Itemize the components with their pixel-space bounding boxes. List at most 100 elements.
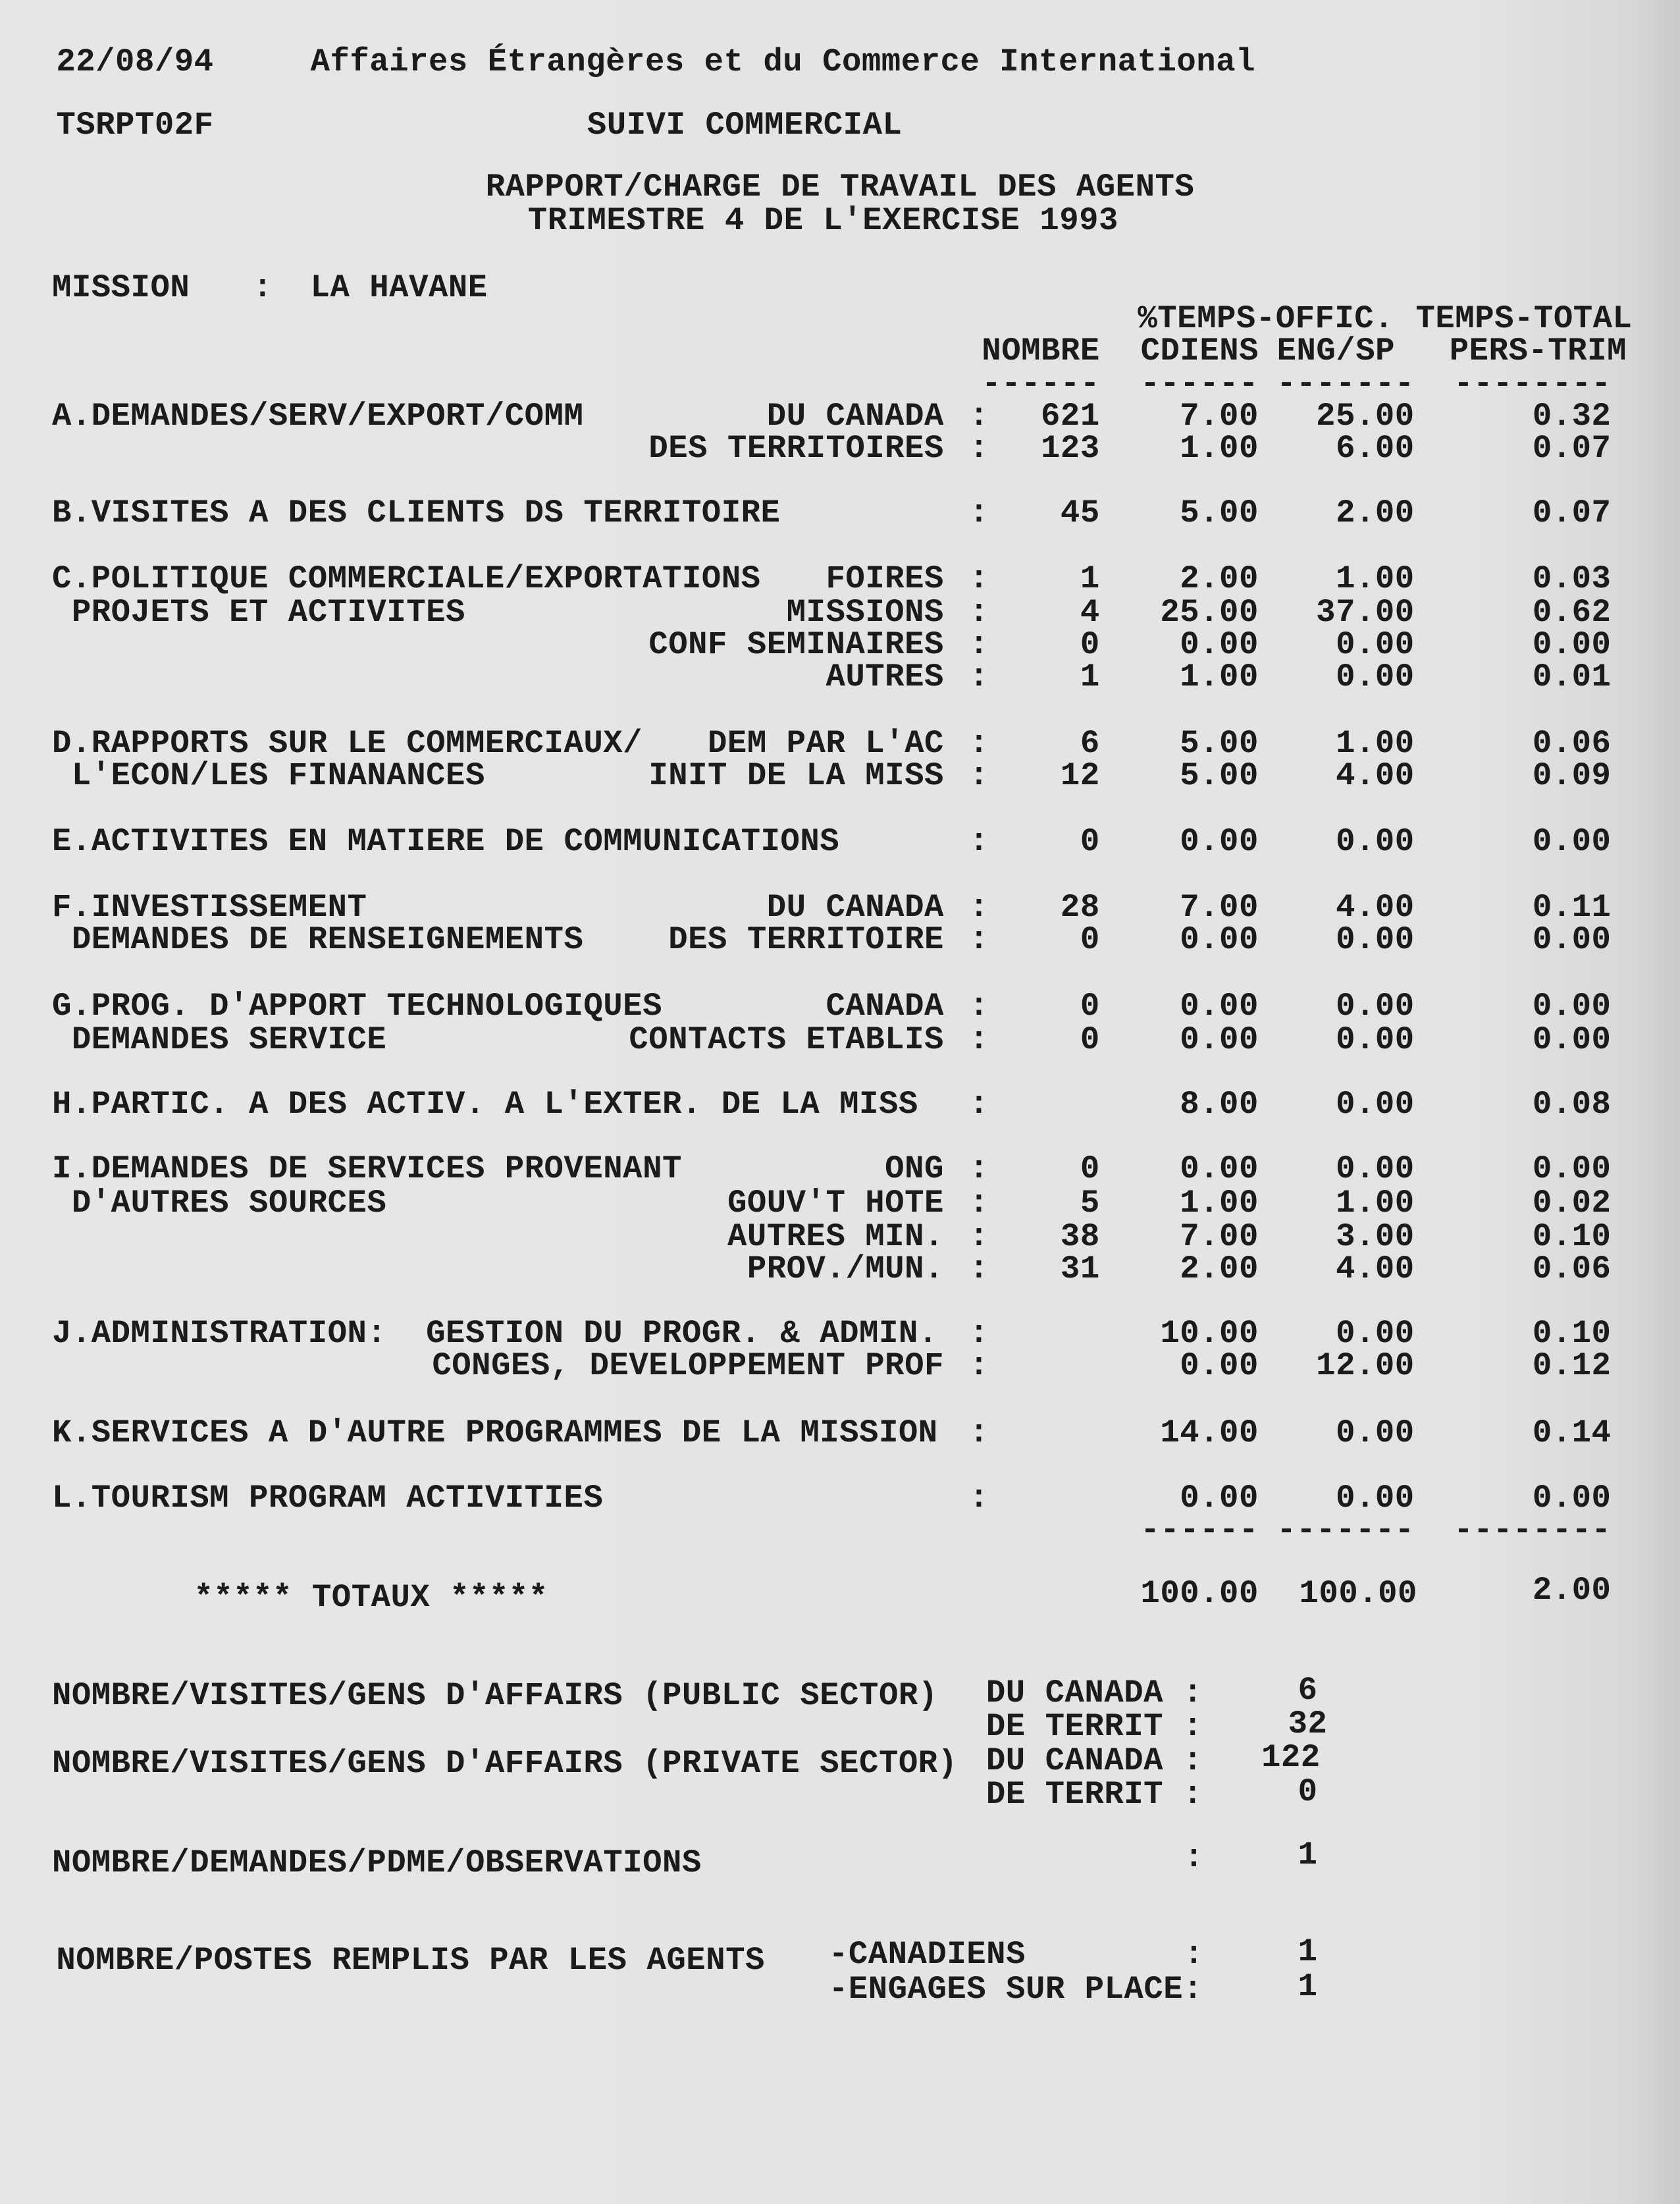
public-territ-label: DE TERRIT : [985,1708,1203,1746]
row-perstrim: 0.00 [1532,1021,1612,1058]
row-separator: : [969,1150,989,1188]
row-perstrim: 0.00 [1532,987,1612,1025]
header-rule-nombre: ------ [982,365,1100,402]
row-nombre: 0 [1080,823,1100,861]
total-cdiens: 100.00 [1140,1574,1259,1612]
report-title: RAPPORT/CHARGE DE TRAVAIL DES AGENTS [485,168,1195,205]
row-label: E.ACTIVITES EN MATIERE DE COMMUNICATIONS [51,823,840,861]
row-sublabel: CONTACTS ETABLIS [629,1021,944,1058]
row-sublabel: INIT DE LA MISS [648,757,944,794]
row-nombre: 6 [1080,724,1100,762]
public-canada-value: 6 [1298,1671,1318,1709]
row-engsp: 0.00 [1336,1086,1415,1123]
total-rule-engsp: ------- [1276,1511,1415,1549]
row-perstrim: 0.08 [1532,1086,1612,1123]
canadiens-value: 1 [1298,1933,1318,1970]
engages-value: 1 [1298,1968,1318,2006]
col-header-perstrim: PERS-TRIM [1449,333,1627,370]
col-header-engsp: ENG/SP [1276,333,1396,370]
row-nombre: 0 [1080,1150,1100,1188]
row-engsp: 1.00 [1336,1184,1415,1222]
pdme-separator: : [1184,1839,1204,1876]
private-territ-label: DE TERRIT : [985,1775,1203,1813]
pdme-value: 1 [1298,1836,1318,1873]
row-engsp: 12.00 [1316,1347,1415,1385]
row-engsp: 0.00 [1336,1479,1415,1517]
row-label: A.DEMANDES/SERV/EXPORT/COMM [51,397,584,435]
col-group-temps-offic: %TEMPS-OFFIC. [1138,300,1394,338]
row-separator: : [969,1314,989,1352]
row-cdiens: 5.00 [1180,494,1259,531]
row-nombre: 4 [1080,594,1100,632]
row-engsp: 0.00 [1336,1021,1415,1058]
row-label: D'AUTRES SOURCES [51,1184,387,1222]
row-separator: : [969,659,989,696]
row-sublabel: GOUV'T HOTE [727,1184,944,1222]
row-cdiens: 8.00 [1180,1086,1259,1123]
row-sublabel: DES TERRITOIRES [648,429,944,467]
row-engsp: 0.00 [1336,1150,1415,1188]
row-engsp: 1.00 [1336,560,1415,598]
row-cdiens: 0.00 [1180,987,1259,1025]
header-rule-cdiens: ------ [1140,365,1259,402]
row-nombre: 45 [1060,494,1100,531]
row-perstrim: 0.06 [1532,724,1612,762]
header-rule-perstrim: -------- [1454,365,1612,402]
row-cdiens: 2.00 [1180,1250,1259,1287]
row-engsp: 0.00 [1336,626,1415,664]
row-cdiens: 0.00 [1180,1347,1259,1385]
total-perstrim: 2.00 [1532,1572,1612,1609]
row-nombre: 0 [1080,1021,1100,1058]
row-perstrim: 0.00 [1532,1150,1612,1188]
row-sublabel: AUTRES MIN. [727,1218,944,1255]
row-perstrim: 0.06 [1532,1250,1612,1287]
col-header-cdiens: CDIENS [1140,333,1259,370]
totals-label: ***** TOTAUX ***** [194,1579,548,1617]
row-separator: : [969,560,989,598]
row-cdiens: 0.00 [1180,1150,1259,1188]
row-sublabel: FOIRES [826,560,944,598]
row-sublabel: CANADA [826,987,944,1025]
private-territ-value: 0 [1298,1773,1318,1810]
row-engsp: 1.00 [1336,724,1415,762]
row-perstrim: 0.12 [1532,1347,1612,1385]
postes-label: NOMBRE/POSTES REMPLIS PAR LES AGENTS [56,1941,765,1979]
row-label: G.PROG. D'APPORT TECHNOLOGIQUES [51,987,662,1025]
row-separator: : [969,1184,989,1222]
row-engsp: 0.00 [1336,1314,1415,1352]
row-engsp: 6.00 [1336,429,1415,467]
row-sublabel: AUTRES [826,659,944,696]
department-name: Affaires Étrangères et du Commerce Inter… [310,43,1255,80]
row-engsp: 4.00 [1336,757,1415,794]
row-engsp: 0.00 [1336,823,1415,861]
row-perstrim: 0.01 [1532,659,1612,696]
report-period: TRIMESTRE 4 DE L'EXERCISE 1993 [527,202,1118,239]
col-header-nombre: NOMBRE [982,333,1100,370]
report-code: TSRPT02F [56,106,214,144]
row-perstrim: 0.00 [1532,1479,1612,1517]
private-canada-label: DU CANADA : [985,1742,1203,1779]
public-canada-label: DU CANADA : [985,1675,1203,1712]
row-separator: : [969,1218,989,1255]
row-cdiens: 2.00 [1180,560,1259,598]
row-cdiens: 1.00 [1180,659,1259,696]
mission-label: MISSION [51,269,190,307]
row-engsp: 0.00 [1336,987,1415,1025]
row-engsp: 0.00 [1336,921,1415,959]
row-label: DEMANDES DE RENSEIGNEMENTS [51,921,584,959]
row-separator: : [969,921,989,959]
row-nombre: 28 [1060,889,1100,927]
row-separator: : [969,724,989,762]
row-perstrim: 0.02 [1532,1184,1612,1222]
row-cdiens: 10.00 [1160,1314,1259,1352]
row-label: J.ADMINISTRATION: GESTION DU PROGR. & AD… [51,1314,938,1352]
row-separator: : [969,1250,989,1287]
row-sublabel: DU CANADA [766,397,944,435]
row-nombre: 1 [1080,560,1100,598]
col-group-temps-total: TEMPS-TOTAL [1415,300,1633,338]
row-separator: : [969,1479,989,1517]
row-sublabel: ONG [885,1150,944,1188]
row-separator: : [969,889,989,927]
row-cdiens: 25.00 [1160,594,1259,632]
engages-label: -ENGAGES SUR PLACE: [828,1971,1203,2008]
